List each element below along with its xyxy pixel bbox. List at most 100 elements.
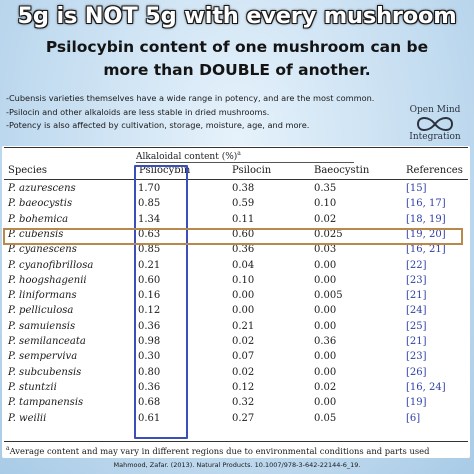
reference-link[interactable]: [24] bbox=[406, 305, 427, 317]
psilocybin-cell: 0.60 bbox=[138, 274, 161, 286]
species-cell: P. cyanescens bbox=[8, 244, 77, 256]
species-cell: P. cubensis bbox=[8, 228, 64, 240]
baeocystin-cell: 0.025 bbox=[314, 228, 343, 240]
psilocin-cell: 0.04 bbox=[232, 259, 255, 271]
species-cell: P. pelliculosa bbox=[8, 305, 74, 317]
psilocin-cell: 0.11 bbox=[232, 213, 255, 225]
table-row: P. stuntzii 0.36 0.12 0.02 [16, 24] bbox=[4, 381, 468, 396]
table-top-rule bbox=[4, 147, 468, 148]
reference-link[interactable]: [18, 19] bbox=[406, 213, 446, 225]
table-bottom-rule bbox=[4, 441, 468, 442]
column-header-references: References bbox=[406, 165, 463, 176]
psilocin-cell: 0.12 bbox=[232, 381, 255, 393]
group-header-footnote-marker: a bbox=[237, 150, 241, 157]
species-cell: P. stuntzii bbox=[8, 381, 57, 393]
baeocystin-cell: 0.36 bbox=[314, 336, 337, 347]
baeocystin-cell: 0.00 bbox=[314, 320, 337, 332]
psilocin-cell: 0.02 bbox=[232, 366, 255, 378]
table-row: P. weilii 0.61 0.27 0.05 [6] bbox=[4, 412, 468, 427]
table-row: P. bohemica 1.34 0.11 0.02 [18, 19] bbox=[4, 213, 468, 228]
reference-link[interactable]: [15] bbox=[406, 183, 427, 194]
psilocybin-cell: 0.30 bbox=[138, 351, 161, 363]
baeocystin-cell: 0.00 bbox=[314, 274, 337, 286]
infinity-icon bbox=[416, 117, 454, 131]
reference-link[interactable]: [16, 17] bbox=[406, 198, 446, 210]
species-cell: P. weilii bbox=[8, 412, 47, 424]
species-cell: P. subcubensis bbox=[8, 366, 82, 378]
psilocybin-cell: 0.12 bbox=[138, 305, 161, 317]
psilocybin-cell: 0.68 bbox=[138, 397, 161, 409]
column-header-species: Species bbox=[8, 165, 48, 176]
psilocin-cell: 0.36 bbox=[232, 244, 255, 256]
psilocybin-cell: 0.85 bbox=[138, 244, 161, 256]
baeocystin-cell: 0.00 bbox=[314, 259, 337, 271]
psilocin-cell: 0.21 bbox=[232, 320, 255, 332]
reference-link[interactable]: [25] bbox=[406, 320, 427, 332]
open-mind-logo: Open Mind Integration bbox=[400, 105, 470, 155]
reference-link[interactable]: [19] bbox=[406, 397, 427, 409]
baeocystin-cell: 0.02 bbox=[314, 381, 337, 393]
reference-link[interactable]: [23] bbox=[406, 274, 427, 286]
table-row: P. subcubensis 0.80 0.02 0.00 [26] bbox=[4, 366, 468, 381]
table-row: P. cyanofibrillosa 0.21 0.04 0.00 [22] bbox=[4, 259, 468, 274]
baeocystin-cell: 0.35 bbox=[314, 183, 337, 194]
species-cell: P. semilanceata bbox=[8, 336, 86, 347]
column-header-psilocin: Psilocin bbox=[232, 165, 272, 176]
psilocin-cell: 0.10 bbox=[232, 274, 255, 286]
bullet-item: -Psilocin and other alkaloids are less s… bbox=[6, 106, 270, 117]
species-cell: P. tampanensis bbox=[8, 397, 84, 409]
baeocystin-cell: 0.00 bbox=[314, 351, 337, 363]
psilocybin-cell: 0.36 bbox=[138, 320, 161, 332]
table-row: P. semilanceata 0.98 0.02 0.36 [21] bbox=[4, 335, 468, 350]
reference-link[interactable]: [16, 21] bbox=[406, 244, 446, 256]
reference-link[interactable]: [19, 20] bbox=[406, 228, 446, 240]
reference-link[interactable]: [23] bbox=[406, 351, 427, 363]
species-cell: P. samuiensis bbox=[8, 320, 76, 332]
psilocybin-cell: 1.34 bbox=[138, 213, 161, 225]
logo-text-top: Open Mind bbox=[409, 105, 461, 115]
table-row: P. tampanensis 0.68 0.32 0.00 [19] bbox=[4, 396, 468, 411]
reference-link[interactable]: [22] bbox=[406, 259, 427, 271]
table-row: P. samuiensis 0.36 0.21 0.00 [25] bbox=[4, 320, 468, 335]
reference-link[interactable]: [21] bbox=[406, 336, 427, 347]
psilocybin-cell: 0.85 bbox=[138, 198, 161, 210]
psilocybin-cell: 0.36 bbox=[138, 381, 161, 393]
cubensis-row-highlight bbox=[3, 228, 463, 245]
psilocin-cell: 0.07 bbox=[232, 351, 255, 363]
psilocin-cell: 0.02 bbox=[232, 336, 255, 347]
table-row: P. pelliculosa 0.12 0.00 0.00 [24] bbox=[4, 304, 468, 319]
psilocybin-column-highlight bbox=[134, 165, 188, 439]
logo-text-bottom: Integration bbox=[409, 132, 461, 142]
reference-link[interactable]: [26] bbox=[406, 366, 427, 378]
species-cell: P. hoogshagenii bbox=[8, 274, 87, 286]
subtitle-line-1: Psilocybin content of one mushroom can b… bbox=[45, 38, 429, 56]
table-row: P. azurescens 1.70 0.38 0.35 [15] bbox=[4, 182, 468, 197]
page-title: 5g is NOT 5g with every mushroom bbox=[17, 3, 457, 29]
table-row: P. cyanescens 0.85 0.36 0.03 [16, 21] bbox=[4, 243, 468, 258]
bullet-list: -Cubensis varieties themselves have a wi… bbox=[6, 92, 406, 133]
baeocystin-cell: 0.05 bbox=[314, 412, 337, 424]
reference-link[interactable]: [6] bbox=[406, 412, 421, 424]
reference-link[interactable]: [21] bbox=[406, 290, 427, 302]
bullet-item: -Potency is also affected by cultivation… bbox=[6, 120, 310, 130]
table-row: P. cubensis 0.63 0.60 0.025 [19, 20] bbox=[4, 228, 468, 243]
table-footnote: aAverage content and may vary in differe… bbox=[6, 445, 430, 456]
species-cell: P. liniformans bbox=[8, 290, 77, 302]
column-header-psilocybin: Psilocybin bbox=[139, 165, 191, 176]
table-group-header: Alkaloidal content (%)a bbox=[136, 150, 241, 162]
source-citation: Mahmood, Zafar. (2013). Natural Products… bbox=[113, 461, 361, 469]
table-row: P. liniformans 0.16 0.00 0.005 [21] bbox=[4, 289, 468, 304]
baeocystin-cell: 0.10 bbox=[314, 198, 337, 210]
species-cell: P. cyanofibrillosa bbox=[8, 259, 94, 271]
footnote-marker: a bbox=[6, 445, 10, 452]
psilocin-cell: 0.60 bbox=[232, 228, 255, 240]
column-header-baeocystin: Baeocystin bbox=[314, 165, 370, 176]
species-cell: P. azurescens bbox=[8, 183, 76, 194]
baeocystin-cell: 0.00 bbox=[314, 397, 337, 409]
psilocin-cell: 0.38 bbox=[232, 183, 255, 194]
psilocin-cell: 0.00 bbox=[232, 290, 255, 302]
psilocybin-cell: 0.80 bbox=[138, 366, 161, 378]
reference-link[interactable]: [16, 24] bbox=[406, 381, 446, 393]
table-row: P. semperviva 0.30 0.07 0.00 [23] bbox=[4, 350, 468, 365]
psilocybin-cell: 0.63 bbox=[138, 228, 161, 240]
